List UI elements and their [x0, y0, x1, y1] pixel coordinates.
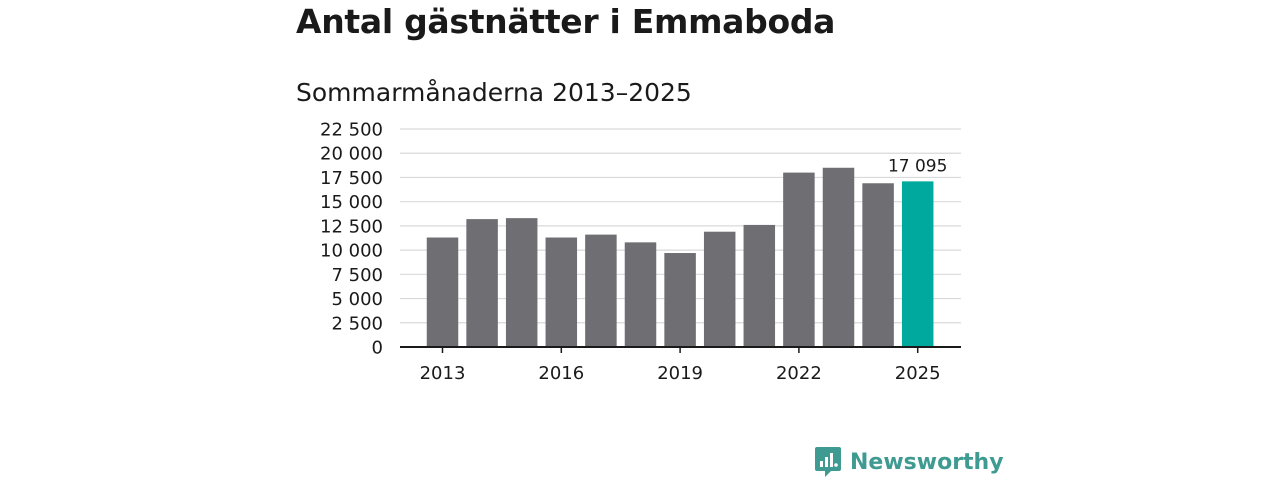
- x-tick-label: 2016: [538, 363, 584, 384]
- bar-2023: [822, 167, 855, 347]
- bar-2015: [505, 218, 538, 347]
- x-tick-label: 2019: [657, 363, 703, 384]
- bar-2014: [466, 219, 498, 347]
- brand-name: Newsworthy: [850, 449, 1004, 475]
- y-tick-label: 2 500: [331, 313, 383, 334]
- chart-subtitle: Sommarmånaderna 2013–2025: [296, 78, 692, 107]
- bar-2024: [862, 183, 894, 347]
- x-axis-tick-labels: 2013 2016 2019 2022 2025: [420, 347, 941, 384]
- y-tick-label: 15 000: [320, 192, 383, 213]
- data-labels: 17 095: [888, 156, 947, 176]
- bar-2016: [545, 237, 578, 347]
- y-axis-tick-labels: 0 2 500 5 000 7 500 10 000 12 500 15 000 17 500…: [320, 120, 383, 359]
- bars: [426, 167, 934, 347]
- y-tick-label: 10 000: [320, 241, 383, 262]
- data-label: 17 095: [888, 156, 947, 176]
- y-tick-label: 20 000: [320, 144, 383, 165]
- bar-2019: [664, 253, 696, 347]
- bar-2022: [783, 172, 815, 347]
- bar-2025: [901, 181, 934, 347]
- bar-2017: [585, 234, 617, 347]
- y-tick-label: 7 500: [331, 265, 383, 286]
- y-tick-label: 22 500: [320, 120, 383, 141]
- bar-2020: [703, 231, 736, 347]
- y-tick-label: 0: [372, 338, 383, 359]
- bar-2021: [743, 224, 776, 347]
- bar-2018: [624, 242, 657, 347]
- newsworthy-brand: Newsworthy: [814, 446, 1004, 478]
- newsworthy-logo-icon: [815, 447, 841, 477]
- chart-title: Antal gästnätter i Emmaboda: [296, 2, 836, 41]
- x-tick-label: 2013: [420, 363, 466, 384]
- y-tick-label: 12 500: [320, 216, 383, 237]
- y-tick-label: 5 000: [331, 289, 383, 310]
- x-tick-label: 2025: [895, 363, 941, 384]
- bar-2013: [426, 237, 459, 347]
- x-tick-label: 2022: [776, 363, 822, 384]
- y-tick-label: 17 500: [320, 168, 383, 189]
